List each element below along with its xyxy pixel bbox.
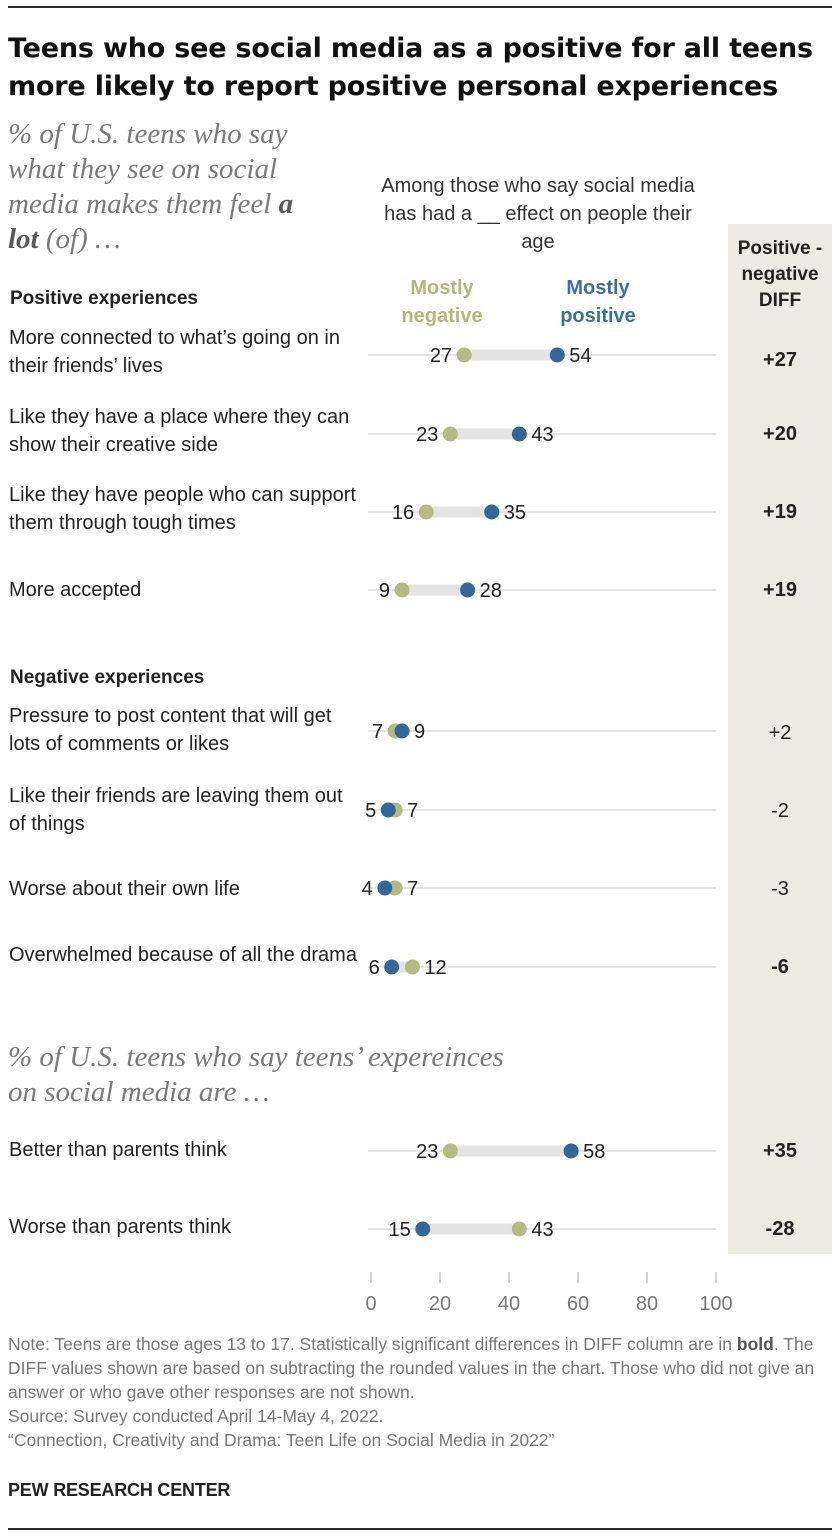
positive-dot-drama (384, 959, 400, 975)
positive-dot-better-than-parents (563, 1143, 579, 1159)
negative-value-label-left-out: 7 (407, 800, 418, 822)
positive-value-label-drama: 6 (369, 957, 380, 979)
negative-value-label-pressure: 7 (372, 721, 383, 743)
negative-value-label-support: 16 (392, 502, 414, 524)
diff-value-accepted: +19 (763, 579, 797, 601)
negative-value-label-drama: 12 (424, 957, 446, 979)
diff-value-drama: -6 (771, 956, 789, 978)
negative-value-label-accepted: 9 (379, 580, 390, 602)
note-bold-word: bold (736, 1334, 774, 1354)
positive-value-label-support: 35 (504, 502, 526, 524)
row-label-accepted: More accepted (9, 579, 142, 601)
positive-value-label-worse-life: 4 (362, 878, 373, 900)
negative-value-label-creative: 23 (416, 424, 438, 446)
column-header: Among those who say social media has had… (381, 175, 695, 253)
negative-dot-worse-life (387, 880, 403, 896)
positive-dot-pressure (394, 723, 410, 739)
bottom-rule (8, 1528, 832, 1530)
x-axis-tick-label: 40 (498, 1293, 520, 1315)
note-text-start: Note: Teens are those ages 13 to 17. Sta… (8, 1334, 737, 1354)
negative-value-label-worse-life: 7 (407, 878, 418, 900)
negative-dot-drama (404, 959, 420, 975)
x-axis-tick-label: 80 (636, 1293, 658, 1315)
diff-value-worse-than-parents: -28 (765, 1218, 795, 1240)
positive-dot-connected (549, 347, 565, 363)
positive-value-label-accepted: 28 (480, 580, 502, 602)
positive-dot-creative (511, 426, 527, 442)
section-negative-experiences: Negative experiences (10, 667, 205, 688)
negative-dot-creative (442, 426, 458, 442)
x-axis-tick-label: 100 (699, 1293, 732, 1315)
row-label-connected: More connected to what’s going on in the… (9, 327, 340, 377)
note-text: Note: Teens are those ages 13 to 17. Sta… (8, 1332, 836, 1404)
positive-dot-accepted (460, 582, 476, 598)
row-label-better-than-parents: Better than parents think (9, 1139, 227, 1161)
row-label-creative: Like they have a place where they can sh… (9, 406, 350, 456)
positive-dot-worse-life (377, 880, 393, 896)
chart-subtitle: % of U.S. teens who say what they see on… (8, 117, 308, 257)
positive-value-label-connected: 54 (569, 345, 591, 367)
report-title-line: “Connection, Creativity and Drama: Teen … (8, 1430, 555, 1450)
chart-note: Note: Teens are those ages 13 to 17. Sta… (8, 1332, 836, 1452)
diff-value-creative: +20 (763, 423, 797, 445)
subtitle-text: % of U.S. teens who say what they see on… (8, 118, 288, 220)
negative-dot-support (418, 504, 434, 520)
positive-value-label-pressure: 9 (414, 721, 425, 743)
row-label-drama: Overwhelmed because of all the drama (9, 944, 357, 966)
diff-value-better-than-parents: +35 (763, 1140, 797, 1162)
negative-value-label-better-than-parents: 23 (416, 1141, 438, 1163)
brand-name: PEW RESEARCH CENTER (8, 1480, 231, 1500)
negative-value-label-worse-than-parents: 43 (531, 1219, 553, 1241)
second-subtitle: % of U.S. teens who say teens’ expereinc… (8, 1041, 504, 1108)
chart-title: Teens who see social media as a positive… (8, 33, 813, 102)
section-positive-experiences: Positive experiences (10, 288, 198, 309)
x-axis-tick-label: 60 (567, 1293, 589, 1315)
positive-value-label-worse-than-parents: 15 (389, 1219, 411, 1241)
legend-mostly-positive: Mostly positive (560, 277, 636, 327)
subtitle-bold-text: a lot (8, 188, 294, 255)
negative-dot-better-than-parents (442, 1143, 458, 1159)
source-line: Source: Survey conducted April 14-May 4,… (8, 1406, 384, 1426)
positive-value-label-left-out: 5 (365, 800, 376, 822)
diff-column-header: Positive - negative DIFF (737, 238, 823, 311)
row-label-worse-than-parents: Worse than parents think (9, 1216, 231, 1238)
x-axis-tick-label: 0 (365, 1293, 376, 1315)
negative-dot-connected (456, 347, 472, 363)
positive-value-label-better-than-parents: 58 (583, 1141, 605, 1163)
dot-plot-chart: 0 20 40 60 80 100 27 54 23 43 16 35 9 28 7 9 5 7 4 7 6 12 23 58… (362, 345, 733, 1315)
row-label-worse-life: Worse about their own life (9, 878, 240, 900)
positive-dot-left-out (380, 802, 396, 818)
row-label-left-out: Like their friends are leaving them out … (9, 785, 343, 835)
diff-value-worse-life: -3 (771, 878, 789, 900)
row-label-support: Like they have people who can support th… (9, 484, 356, 534)
diff-value-connected: +27 (763, 349, 797, 371)
positive-value-label-creative: 43 (531, 424, 553, 446)
top-rule (8, 6, 832, 8)
diff-value-support: +19 (763, 501, 797, 523)
note-text-end: . The DIFF values shown are based on sub… (8, 1334, 815, 1402)
diff-value-pressure: +2 (768, 722, 792, 744)
positive-dot-worse-than-parents (415, 1221, 431, 1237)
positive-dot-support (484, 504, 500, 520)
negative-dot-worse-than-parents (511, 1221, 527, 1237)
x-axis-tick-label: 20 (429, 1293, 451, 1315)
subtitle-tail-text: (of) … (38, 223, 121, 255)
diff-column-panel (728, 224, 832, 1254)
negative-value-label-connected: 27 (430, 345, 452, 367)
legend-mostly-negative: Mostly negative (401, 277, 483, 327)
negative-dot-accepted (394, 582, 410, 598)
diff-value-left-out: -2 (771, 800, 789, 822)
row-label-pressure: Pressure to post content that will get l… (9, 705, 332, 755)
